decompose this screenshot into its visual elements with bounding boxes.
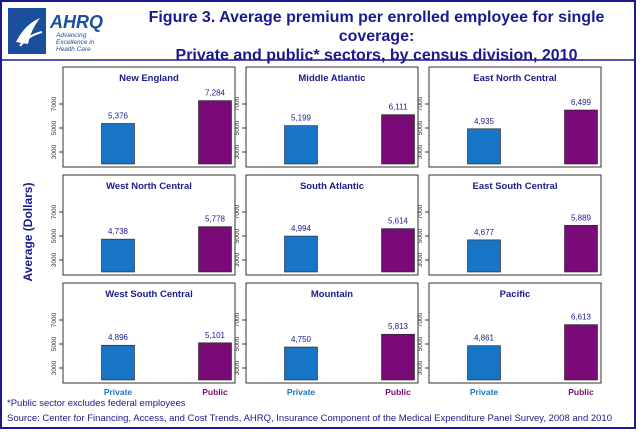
source-note: Source: Center for Financing, Access, an… xyxy=(7,413,612,424)
y-tick-label: 7000 xyxy=(51,312,58,327)
logo-text: AHRQ xyxy=(49,12,103,32)
data-label: 5,614 xyxy=(388,217,409,226)
chart-panel: South Atlantic 3000 5000 7000 4,994 5,614 xyxy=(234,174,419,276)
bar-public xyxy=(198,226,232,273)
footnote: *Public sector excludes federal employee… xyxy=(7,398,186,409)
y-tick-label: 7000 xyxy=(417,96,424,111)
y-tick-label: 7000 xyxy=(234,96,241,111)
data-label: 4,677 xyxy=(474,228,495,237)
data-label: 4,750 xyxy=(291,335,312,344)
data-label: 4,935 xyxy=(474,117,495,126)
data-label: 5,376 xyxy=(108,111,129,120)
bar-private xyxy=(284,125,318,165)
y-tick-label: 3000 xyxy=(51,144,58,159)
bar-chart: New England 3000 5000 7000 5,376 7,284 Middle … xyxy=(0,59,636,397)
bar-private xyxy=(467,128,501,165)
data-label: 4,738 xyxy=(108,227,129,236)
chart-panel: East South Central 3000 5000 7000 4,677 5,889 xyxy=(417,174,602,276)
bar-private xyxy=(101,344,135,381)
bar-public xyxy=(198,342,232,381)
chart-panel: Pacific 3000 5000 7000 4,861 6,613 Private Publ… xyxy=(417,282,602,397)
panel-title: Mountain xyxy=(311,289,353,300)
y-tick-label: 5000 xyxy=(417,336,424,351)
chart-panel: East North Central 3000 5000 7000 4,935 6,499 xyxy=(417,66,602,168)
chart-panel: Middle Atlantic 3000 5000 7000 5,199 6,111 xyxy=(234,66,419,168)
category-label-private: Private xyxy=(287,387,316,397)
y-tick-label: 3000 xyxy=(51,252,58,267)
chart-panel: New England 3000 5000 7000 5,376 7,284 xyxy=(51,66,236,168)
category-label-public: Public xyxy=(202,387,228,397)
category-label-private: Private xyxy=(470,387,499,397)
data-label: 6,499 xyxy=(571,98,592,107)
category-label-public: Public xyxy=(568,387,594,397)
bar-public xyxy=(564,225,598,273)
logo-tagline-2: Excellence in xyxy=(56,39,95,46)
chart-panels: New England 3000 5000 7000 5,376 7,284 Middle … xyxy=(51,66,602,397)
bar-private xyxy=(467,239,501,273)
category-label-public: Public xyxy=(385,387,411,397)
bar-private xyxy=(284,346,318,381)
data-label: 5,889 xyxy=(571,213,592,222)
y-tick-label: 3000 xyxy=(417,144,424,159)
panel-title: Middle Atlantic xyxy=(298,73,365,84)
bar-private xyxy=(467,345,501,381)
y-tick-label: 7000 xyxy=(51,96,58,111)
logo-tagline-1: Advancing xyxy=(55,32,87,39)
chart-panel: Mountain 3000 5000 7000 4,750 5,813 Private Pub… xyxy=(234,282,419,397)
data-label: 4,994 xyxy=(291,224,312,233)
y-tick-label: 5000 xyxy=(234,336,241,351)
logo-tagline-3: Health Care xyxy=(56,46,91,53)
bar-private xyxy=(101,238,135,273)
data-label: 5,199 xyxy=(291,114,312,123)
y-tick-label: 7000 xyxy=(417,204,424,219)
y-tick-label: 3000 xyxy=(234,252,241,267)
data-label: 5,101 xyxy=(205,331,226,340)
bar-public xyxy=(381,228,415,273)
bar-public xyxy=(381,114,415,165)
panel-title: West South Central xyxy=(105,289,192,300)
data-label: 7,284 xyxy=(205,89,226,98)
category-label-private: Private xyxy=(104,387,133,397)
y-tick-label: 7000 xyxy=(234,312,241,327)
y-tick-label: 5000 xyxy=(234,120,241,135)
y-tick-label: 7000 xyxy=(51,204,58,219)
ahrq-logo: AHRQ Advancing Excellence in Health Care xyxy=(8,8,103,54)
panel-title: East North Central xyxy=(473,73,556,84)
y-tick-label: 3000 xyxy=(234,144,241,159)
y-tick-label: 5000 xyxy=(234,228,241,243)
panel-title: New England xyxy=(119,73,179,84)
data-label: 6,111 xyxy=(389,103,408,112)
y-tick-label: 7000 xyxy=(417,312,424,327)
panel-title: South Atlantic xyxy=(300,181,364,192)
title-line-1: Figure 3. Average premium per enrolled e… xyxy=(148,9,605,45)
y-tick-label: 5000 xyxy=(51,336,58,351)
data-label: 6,613 xyxy=(571,313,592,322)
y-tick-label: 3000 xyxy=(417,252,424,267)
y-tick-label: 5000 xyxy=(51,120,58,135)
panel-title: Pacific xyxy=(500,289,531,300)
y-tick-label: 5000 xyxy=(417,120,424,135)
panel-title: East South Central xyxy=(473,181,558,192)
y-tick-label: 3000 xyxy=(51,360,58,375)
y-tick-label: 7000 xyxy=(234,204,241,219)
bar-private xyxy=(284,235,318,273)
bar-public xyxy=(564,109,598,165)
panel-title: West North Central xyxy=(106,181,192,192)
data-label: 4,861 xyxy=(474,334,495,343)
chart-panel: West South Central 3000 5000 7000 4,896 5,101… xyxy=(51,282,236,397)
y-tick-label: 3000 xyxy=(234,360,241,375)
bar-private xyxy=(101,123,135,165)
data-label: 5,813 xyxy=(388,322,409,331)
y-tick-label: 3000 xyxy=(417,360,424,375)
data-label: 5,778 xyxy=(205,215,226,224)
bar-public xyxy=(198,100,232,165)
y-axis-label: Average (Dollars) xyxy=(21,183,35,282)
chart-panel: West North Central 3000 5000 7000 4,738 5,778 xyxy=(51,174,236,276)
bar-public xyxy=(381,333,415,381)
y-tick-label: 5000 xyxy=(417,228,424,243)
data-label: 4,896 xyxy=(108,333,129,342)
bar-public xyxy=(564,324,598,381)
y-tick-label: 5000 xyxy=(51,228,58,243)
